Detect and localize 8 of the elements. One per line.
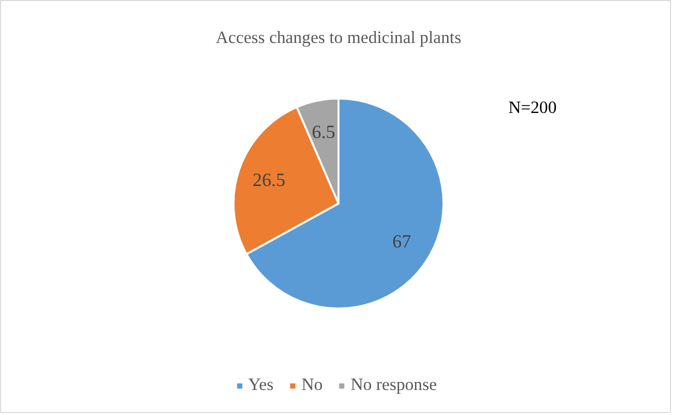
legend-label: No: [301, 375, 323, 395]
data-label: 26.5: [252, 170, 286, 192]
chart-title: Access changes to medicinal plants: [216, 28, 462, 47]
legend-label: Yes: [248, 375, 274, 395]
text: N=200: [508, 98, 557, 117]
data-label: 6.5: [312, 122, 336, 144]
legend-label: No response: [350, 375, 437, 395]
data-label: 67: [392, 231, 412, 252]
